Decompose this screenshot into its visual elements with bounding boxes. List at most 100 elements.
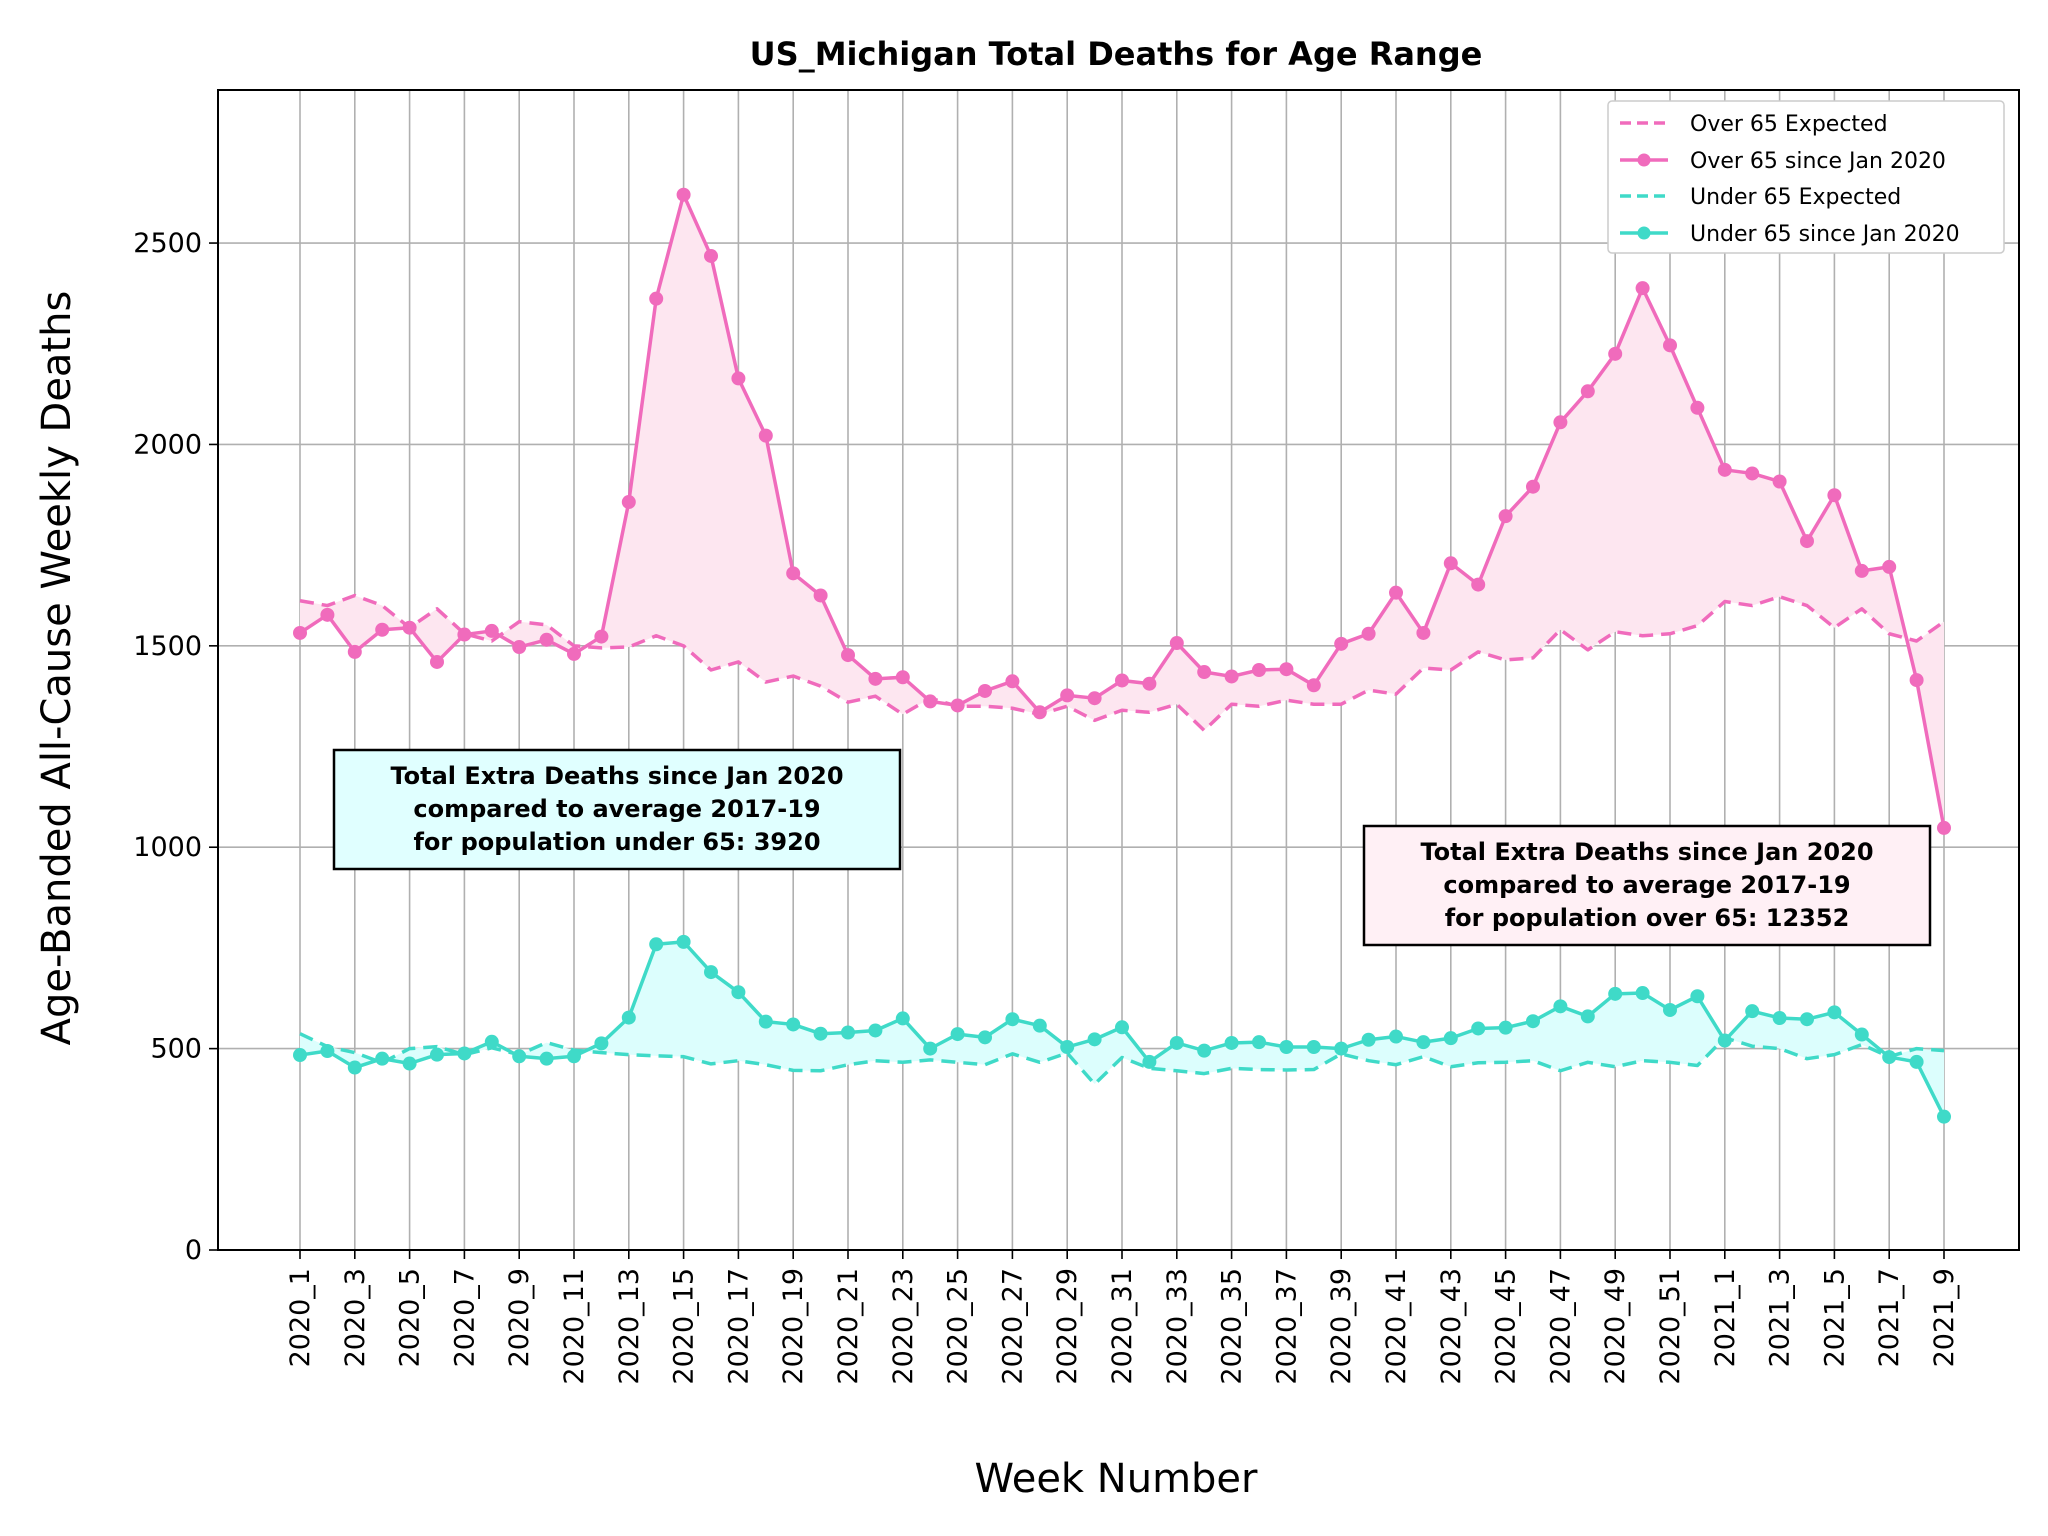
legend-box bbox=[1607, 100, 2005, 254]
annotation-under-65: Total Extra Deaths since Jan 2020 compar… bbox=[332, 748, 902, 871]
x-tick-label: 2020_39 bbox=[1326, 1268, 1357, 1385]
x-tick-label: 2020_7 bbox=[449, 1268, 480, 1367]
data-point-under-65-actual bbox=[786, 1017, 801, 1032]
data-point-over-65-actual bbox=[539, 632, 554, 647]
data-point-over-65-actual bbox=[1471, 577, 1486, 592]
legend-item-under-65-expected: Under 65 Expected bbox=[1620, 185, 1901, 210]
data-point-under-65-actual bbox=[293, 1048, 307, 1063]
data-point-under-65-actual bbox=[1772, 1011, 1787, 1025]
data-point-under-65-actual bbox=[1389, 1029, 1403, 1044]
data-point-under-65-actual bbox=[1745, 1004, 1760, 1019]
legend-marker-under-65-actual bbox=[1637, 226, 1651, 240]
x-tick-label: 2021_7 bbox=[1874, 1268, 1905, 1367]
data-point-over-65-actual bbox=[1800, 534, 1814, 549]
x-tick-label: 2021_1 bbox=[1710, 1268, 1741, 1367]
annotation-over-65-line2: compared to average 2017-19 bbox=[1443, 871, 1850, 899]
data-point-over-65-actual bbox=[375, 622, 390, 637]
data-point-over-65-actual bbox=[1224, 669, 1239, 684]
x-tick-label: 2020_29 bbox=[1052, 1268, 1083, 1385]
data-point-over-65-actual bbox=[1717, 462, 1732, 477]
data-point-under-65-actual bbox=[1224, 1035, 1239, 1050]
data-point-over-65-actual bbox=[567, 646, 581, 661]
data-point-under-65-actual bbox=[1608, 986, 1623, 1001]
data-point-under-65-actual bbox=[1142, 1054, 1157, 1069]
y-tick-label: 500 bbox=[150, 1034, 202, 1065]
data-point-under-65-actual bbox=[1471, 1021, 1486, 1036]
data-point-over-65-actual bbox=[868, 671, 883, 686]
data-point-over-65-actual bbox=[786, 566, 801, 581]
legend-item-over-65-expected: Over 65 Expected bbox=[1620, 112, 1888, 137]
data-point-over-65-actual bbox=[923, 694, 938, 709]
x-tick-label: 2020_17 bbox=[723, 1268, 754, 1385]
data-point-over-65-actual bbox=[1690, 400, 1705, 415]
plot-frame bbox=[217, 89, 2020, 1251]
data-point-over-65-actual bbox=[1745, 466, 1760, 481]
y-tick-label: 2500 bbox=[133, 228, 202, 259]
data-point-over-65-actual bbox=[1334, 636, 1349, 651]
x-tick-label: 2020_5 bbox=[395, 1268, 426, 1367]
data-point-under-65-actual bbox=[375, 1051, 390, 1066]
legend-item-over-65-actual: Over 65 since Jan 2020 bbox=[1620, 149, 1946, 174]
data-point-over-65-actual bbox=[430, 654, 444, 669]
x-tick-label: 2020_9 bbox=[504, 1268, 535, 1367]
data-point-over-65-actual bbox=[813, 588, 828, 603]
x-axis-label: Week Number bbox=[975, 1456, 1259, 1502]
data-point-under-65-actual bbox=[704, 965, 718, 980]
data-point-over-65-actual bbox=[1087, 691, 1102, 706]
data-point-over-65-actual bbox=[1443, 556, 1458, 571]
data-point-under-65-actual bbox=[1635, 986, 1650, 1001]
data-point-over-65-actual bbox=[1827, 488, 1842, 503]
x-tick-label: 2020_1 bbox=[285, 1268, 316, 1367]
data-point-under-65-actual bbox=[1306, 1040, 1321, 1054]
x-tick-label: 2020_15 bbox=[669, 1268, 700, 1385]
data-point-under-65-actual bbox=[1115, 1020, 1129, 1035]
data-point-under-65-actual bbox=[1361, 1032, 1376, 1047]
data-point-over-65-actual bbox=[676, 187, 691, 202]
data-point-under-65-actual bbox=[430, 1047, 444, 1062]
x-tick-label: 2020_35 bbox=[1217, 1268, 1248, 1385]
data-point-under-65-actual bbox=[320, 1044, 335, 1059]
data-point-under-65-actual bbox=[1717, 1033, 1732, 1048]
data-point-over-65-actual bbox=[1115, 673, 1129, 688]
x-tick-label: 2020_41 bbox=[1381, 1268, 1412, 1385]
data-point-over-65-actual bbox=[1608, 346, 1623, 361]
data-point-under-65-actual bbox=[1827, 1005, 1842, 1020]
data-point-over-65-actual bbox=[320, 607, 335, 622]
data-point-over-65-actual bbox=[731, 371, 746, 386]
data-point-under-65-actual bbox=[1032, 1018, 1047, 1033]
series-points bbox=[293, 187, 1951, 1124]
data-point-under-65-actual bbox=[1416, 1035, 1431, 1050]
data-point-over-65-actual bbox=[1663, 338, 1677, 353]
data-point-over-65-actual bbox=[1937, 820, 1951, 835]
data-point-over-65-actual bbox=[649, 291, 664, 306]
legend-marker-over-65-actual bbox=[1637, 153, 1651, 167]
x-tick-label: 2020_47 bbox=[1545, 1268, 1576, 1385]
annotation-over-65: Total Extra Deaths since Jan 2020 compar… bbox=[1362, 824, 1932, 947]
annotation-over-65-line3: for population over 65: 12352 bbox=[1445, 904, 1850, 932]
y-tick-label: 1500 bbox=[133, 631, 202, 662]
legend-label-over-65-expected: Over 65 Expected bbox=[1690, 112, 1888, 137]
data-point-under-65-actual bbox=[512, 1049, 527, 1064]
data-point-over-65-actual bbox=[1772, 474, 1787, 489]
data-point-over-65-actual bbox=[347, 644, 362, 659]
legend-label-over-65-actual: Over 65 since Jan 2020 bbox=[1690, 149, 1946, 174]
data-point-under-65-actual bbox=[1334, 1041, 1349, 1056]
x-tick-label: 2021_5 bbox=[1819, 1268, 1850, 1367]
data-point-under-65-actual bbox=[649, 937, 664, 952]
x-tick-label: 2020_3 bbox=[340, 1268, 371, 1367]
data-point-over-65-actual bbox=[1882, 559, 1897, 574]
series-line-over-65-expected bbox=[299, 593, 1946, 733]
data-point-under-65-actual bbox=[1197, 1043, 1212, 1058]
x-tick-label: 2020_19 bbox=[778, 1268, 809, 1385]
data-point-under-65-actual bbox=[347, 1060, 362, 1075]
data-point-over-65-actual bbox=[1553, 415, 1568, 430]
x-tick-label: 2020_27 bbox=[997, 1268, 1028, 1385]
data-point-under-65-actual bbox=[1087, 1032, 1102, 1047]
data-point-under-65-actual bbox=[1443, 1031, 1458, 1046]
data-point-under-65-actual bbox=[923, 1041, 938, 1056]
data-point-over-65-actual bbox=[841, 648, 855, 663]
data-point-under-65-actual bbox=[813, 1026, 828, 1041]
data-point-over-65-actual bbox=[1635, 281, 1650, 296]
annotation-under-65-line2: compared to average 2017-19 bbox=[413, 795, 820, 823]
x-tick-label: 2020_45 bbox=[1491, 1268, 1522, 1385]
